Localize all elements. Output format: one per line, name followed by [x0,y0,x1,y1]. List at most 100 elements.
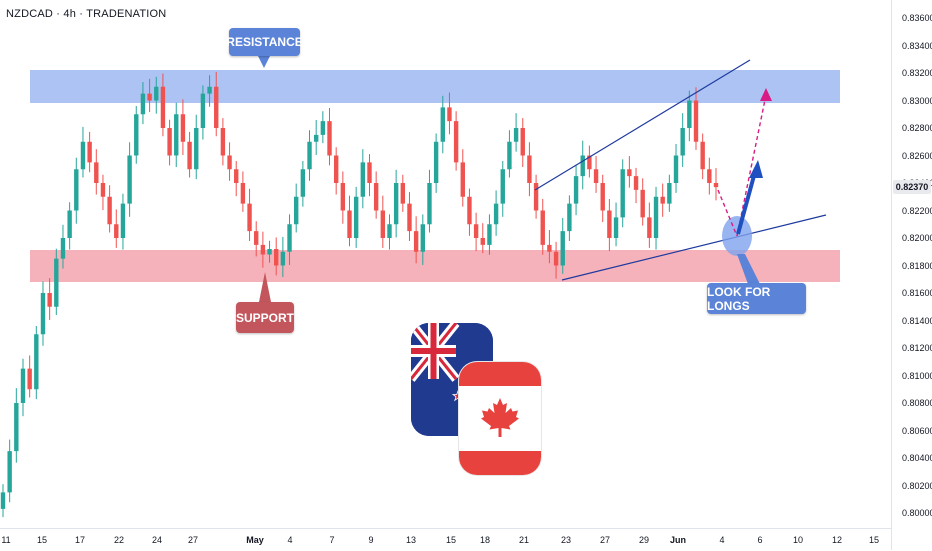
long-arrowhead [749,160,763,178]
candle-body [380,210,386,238]
price-axis-label: 0.80800 [902,398,932,408]
candle-body [240,183,246,204]
candle-body [367,162,372,183]
candle-body [127,155,132,204]
time-axis-label: 12 [831,535,843,545]
time-axis-label: 15 [868,535,880,545]
long-arrow-shaft [736,171,757,235]
candle-body [493,203,499,225]
price-axis-label: 0.82600 [902,150,932,161]
candle-body [520,128,525,156]
candle-body [227,155,232,170]
projection-arrowhead [760,88,772,101]
candle-body [540,210,545,245]
time-axis-label: 10 [792,535,804,545]
candle-body [34,334,39,390]
candle-body [560,231,565,266]
price-axis-label: 0.83000 [902,95,932,106]
candle-body [300,169,306,197]
price-axis-label: 0.80000 [902,508,932,518]
price-axis-label: 0.80200 [902,480,932,491]
candle-body [234,169,239,183]
drawings-layer [534,59,827,281]
candle-body [360,162,366,197]
time-axis-label: 17 [74,535,86,545]
upper-trendline [534,59,751,191]
candle-body [553,251,559,266]
candle-body [587,155,592,170]
price-axis-label: 0.80400 [902,453,932,463]
candle-body [640,189,645,218]
candle-body [547,244,552,252]
pullback-dash [717,189,738,237]
look-for-longs-callout: LOOK FOR LONGS [707,283,806,314]
price-axis-label: 0.81600 [902,288,932,298]
candle-body [220,128,226,156]
candle-body [653,196,659,238]
candle-body [593,169,599,183]
candle-body [207,86,212,94]
candle-body [194,128,199,170]
candle-body [87,141,92,163]
candle-body [167,128,172,156]
candle-body [54,258,59,307]
time-axis-label: 13 [405,535,417,545]
candle-body [347,210,352,238]
time-axis[interactable]: 11 15 17 22 24 27 May 4 7 9 13 15 18 21 23 27 29 Jun 4 6 10 1… [0,528,891,551]
candle-body [327,121,332,156]
candle-body [280,251,286,266]
candle-body [0,492,6,509]
price-axis[interactable]: 0.83600 0.83400 0.83200 0.83000 0.82800 0.826… [891,0,932,550]
candle-body [567,203,572,232]
time-axis-label: May [246,535,264,545]
candle-body [600,183,605,211]
time-axis-label: 9 [368,535,374,545]
time-axis-label: 24 [151,535,163,545]
resistance-callout-tip [258,56,270,68]
support-callout-tip [259,272,271,302]
candle-body [660,196,665,204]
candle-body [687,100,692,128]
canada-flag-icon [459,362,541,475]
symbol-label: NZDCAD · 4h · TRADENATION [6,8,167,20]
candle-body [247,203,252,232]
candle-body [140,93,146,115]
time-axis-label: 6 [757,535,763,545]
candle-body [67,210,72,238]
candle-body [40,293,46,335]
lower-trendline [561,214,827,281]
candle-body [427,183,432,225]
maple-leaf-icon [481,398,519,437]
candle-body [447,107,452,122]
price-axis-label: 0.81000 [902,370,932,381]
time-axis-label: 23 [560,535,572,545]
candle-body [420,224,426,252]
canada-flag [459,362,541,475]
price-axis-label: 0.82000 [902,233,932,243]
candle-body [527,155,532,183]
candle-body [254,231,259,245]
candle-body [320,121,326,135]
candle-body [607,210,612,238]
candle-body [180,114,186,142]
price-axis-label: 0.82800 [902,123,932,133]
price-axis-label: 0.83200 [902,68,932,78]
price-axis-label: 0.81200 [902,343,932,353]
candle-body [214,86,219,128]
candle-body [120,203,126,238]
candle-body [340,183,346,211]
candle-body [627,169,632,177]
time-axis-label: 15 [445,535,457,545]
resistance-callout: RESISTANCE [226,28,303,56]
price-axis-label: 0.80600 [902,425,932,436]
time-axis-label: 11 [1,535,11,545]
candle-body [613,217,619,238]
time-axis-label: 4 [719,535,725,545]
candle-body [353,196,359,238]
price-axis-label: 0.81800 [902,260,932,271]
time-axis-label: 22 [113,535,125,545]
candle-body [667,183,672,204]
price-axis-label: 0.82200 [902,205,932,216]
candle-body [147,93,152,101]
